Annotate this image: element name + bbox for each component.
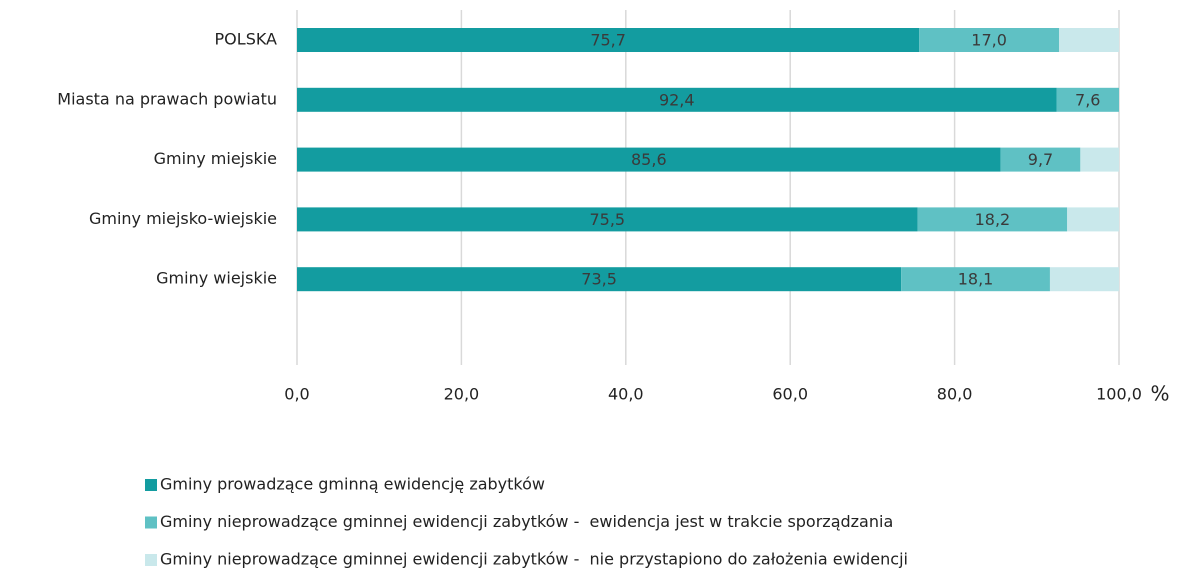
data-label: 7,6 xyxy=(1075,90,1100,109)
data-label: 17,0 xyxy=(971,31,1007,50)
x-tick-label: 0,0 xyxy=(284,385,309,404)
legend-swatch xyxy=(145,516,157,529)
bar-segment xyxy=(1058,28,1119,52)
bar-segment xyxy=(1056,87,1119,112)
data-label: 18,2 xyxy=(975,210,1011,229)
bar-segment xyxy=(297,267,902,292)
bar-segment xyxy=(919,28,1059,52)
data-label: 73,5 xyxy=(581,270,617,289)
data-label: 92,4 xyxy=(659,90,695,109)
bar-segment xyxy=(917,207,1068,232)
x-tick-label: 20,0 xyxy=(444,385,480,404)
legend-swatch xyxy=(145,554,157,566)
bar-segment xyxy=(297,28,920,52)
legend-label: Gminy prowadzące gminną ewidencję zabytk… xyxy=(160,475,545,494)
y-tick-label: Gminy wiejskie xyxy=(156,269,277,288)
bar-segment xyxy=(297,147,1001,172)
bar-segment xyxy=(1000,147,1081,172)
legend-label: Gminy nieprowadzące gminnej ewidencji za… xyxy=(160,550,908,569)
data-label: 18,1 xyxy=(958,270,994,289)
y-tick-label: Gminy miejskie xyxy=(154,149,277,168)
y-tick-label: Gminy miejsko-wiejskie xyxy=(89,209,277,228)
bar-segment xyxy=(1080,147,1119,172)
bar-segment xyxy=(297,87,1057,112)
y-tick-label: POLSKA xyxy=(215,30,278,49)
data-label: 75,5 xyxy=(589,210,625,229)
bar-segment xyxy=(901,267,1050,292)
legend-swatch xyxy=(145,479,157,491)
bar-segment xyxy=(297,207,918,232)
x-tick-label: 100,0 xyxy=(1096,385,1142,404)
x-tick-label: 80,0 xyxy=(937,385,973,404)
bar-segment xyxy=(1067,207,1119,232)
bar-segment xyxy=(1049,267,1119,292)
legend-label: Gminy nieprowadzące gminnej ewidencji za… xyxy=(160,512,893,531)
y-tick-label: Miasta na prawach powiatu xyxy=(57,89,277,108)
data-label: 75,7 xyxy=(590,31,626,50)
x-axis-label: % xyxy=(1150,382,1169,406)
data-label: 85,6 xyxy=(631,150,667,169)
data-label: 9,7 xyxy=(1028,150,1053,169)
x-tick-label: 40,0 xyxy=(608,385,644,404)
x-tick-label: 60,0 xyxy=(772,385,808,404)
